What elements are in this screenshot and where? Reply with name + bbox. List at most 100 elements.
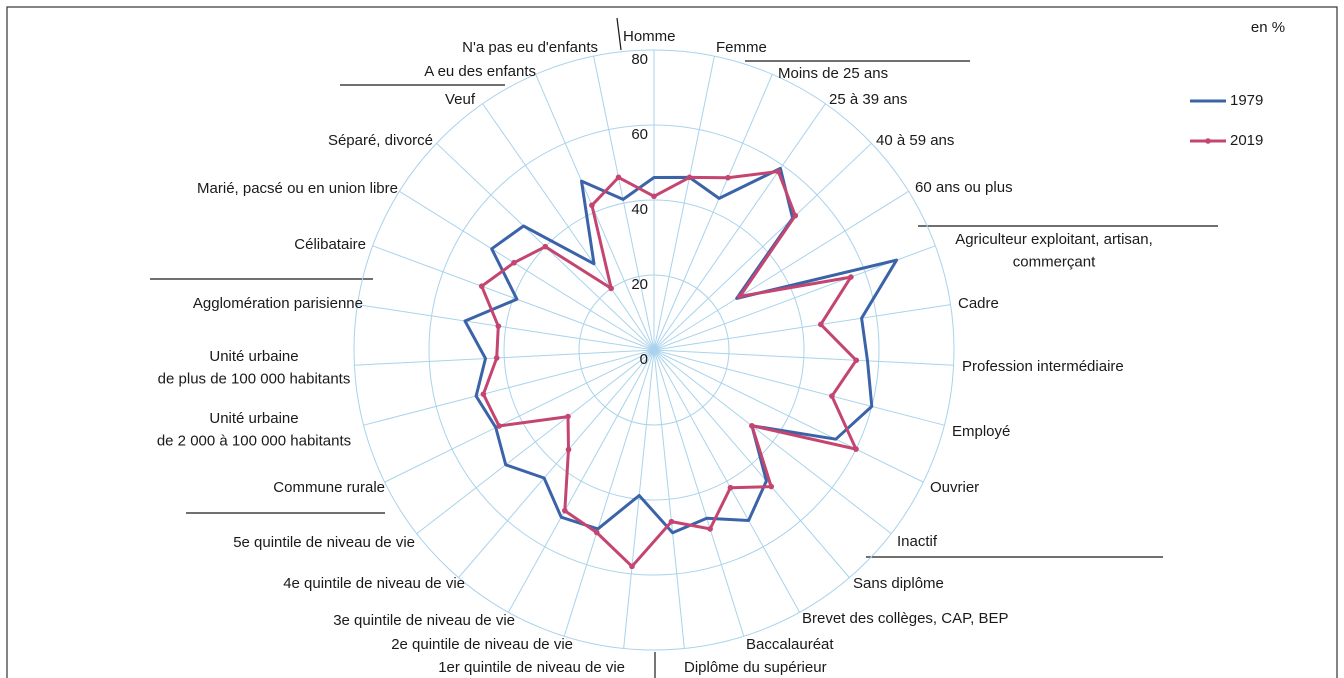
- category-label: 1er quintile de niveau de vie: [438, 659, 625, 676]
- category-label: Ouvrier: [930, 479, 979, 496]
- series-marker: [608, 285, 614, 292]
- series-marker: [749, 422, 755, 429]
- series-marker: [668, 518, 675, 525]
- category-label: Diplôme du supérieur: [684, 659, 827, 676]
- category-label: Cadre: [958, 295, 999, 312]
- category-label: Agglomération parisienne: [193, 295, 363, 312]
- series-marker: [707, 526, 713, 532]
- series-marker: [562, 507, 568, 514]
- series-marker: [651, 193, 657, 200]
- spoke: [357, 304, 655, 351]
- spoke: [653, 74, 773, 351]
- spoke: [653, 349, 745, 637]
- category-label: 3e quintile de niveau de vie: [333, 612, 515, 629]
- series-marker: [768, 483, 775, 490]
- category-label: 4e quintile de niveau de vie: [283, 575, 465, 592]
- spoke: [653, 349, 892, 535]
- r-tick-label: 20: [631, 276, 648, 293]
- category-label: Sans diplôme: [853, 575, 944, 592]
- series-marker: [478, 283, 485, 289]
- series-marker: [495, 323, 502, 329]
- spoke: [458, 349, 655, 578]
- category-label: Marié, pacsé ou en union libre: [197, 180, 398, 197]
- spoke: [399, 190, 655, 351]
- series-marker: [727, 484, 734, 491]
- series-line: [463, 166, 899, 535]
- category-label: Brevet des collèges, CAP, BEP: [802, 610, 1009, 627]
- unit-label: en %: [1251, 19, 1285, 36]
- series-marker: [848, 274, 854, 280]
- series-marker: [629, 563, 635, 570]
- series-marker: [511, 259, 517, 266]
- category-label: 40 à 59 ans: [876, 132, 954, 149]
- category-label: Homme: [623, 28, 676, 45]
- spoke: [384, 349, 655, 483]
- spoke: [593, 56, 655, 351]
- separators: [150, 17, 1218, 678]
- series-marker: [725, 174, 731, 181]
- legend-marker: [1205, 138, 1211, 144]
- spoke: [653, 349, 850, 578]
- series-marker: [775, 168, 782, 175]
- r-tick-label: 80: [631, 51, 648, 68]
- spoke: [653, 304, 951, 351]
- spoke: [482, 103, 655, 351]
- series-marker: [792, 212, 799, 219]
- series-marker: [853, 357, 860, 364]
- category-label: Séparé, divorcé: [328, 132, 433, 149]
- category-label: Unité urbaine de 2 000 à 100 000 habitant…: [157, 410, 351, 450]
- category-label: Inactif: [897, 533, 938, 550]
- spoke: [507, 349, 655, 613]
- category-label: Moins de 25 ans: [778, 65, 888, 82]
- spoke: [653, 349, 801, 613]
- spoke: [363, 349, 655, 426]
- spoke: [416, 349, 655, 535]
- category-label: 60 ans ou plus: [915, 179, 1013, 196]
- spoke: [354, 349, 655, 366]
- spoke: [653, 349, 945, 426]
- spoke: [653, 103, 826, 351]
- series-marker: [542, 243, 549, 250]
- series-marker: [615, 174, 622, 181]
- spoke: [653, 349, 685, 649]
- frame: [6, 6, 1338, 678]
- r-tick-label: 60: [631, 126, 648, 143]
- series-marker: [593, 529, 600, 536]
- category-label: Commune rurale: [273, 479, 385, 496]
- category-label: Profession intermédiaire: [962, 358, 1124, 375]
- category-label: Femme: [716, 39, 767, 56]
- series-marker: [853, 446, 859, 452]
- series-marker: [565, 413, 571, 420]
- series-marker: [737, 293, 743, 300]
- category-label: A eu des enfants: [424, 63, 536, 80]
- series-marker: [829, 393, 835, 399]
- category-label: Baccalauréat: [746, 636, 834, 653]
- category-label: N'a pas eu d'enfants: [462, 39, 598, 56]
- series-marker: [589, 202, 595, 209]
- spoke: [653, 56, 715, 351]
- category-label: Agriculteur exploitant, artisan, commerça…: [955, 231, 1153, 271]
- series-marker: [493, 355, 500, 361]
- series-marker: [565, 446, 572, 453]
- legend-label: 1979: [1230, 92, 1263, 109]
- series-marker: [686, 174, 693, 181]
- r-tick-label: 0: [640, 351, 648, 368]
- legend-label: 2019: [1230, 132, 1263, 149]
- series-marker: [496, 423, 502, 429]
- category-label: 25 à 39 ans: [829, 91, 907, 108]
- spoke: [653, 349, 924, 483]
- category-label: 2e quintile de niveau de vie: [391, 636, 573, 653]
- spoke: [653, 190, 909, 351]
- spoke: [623, 349, 655, 649]
- category-label: Unité urbaine de plus de 100 000 habitant…: [158, 348, 351, 388]
- separator: [616, 17, 622, 51]
- category-label: Employé: [952, 423, 1010, 440]
- spoke: [563, 349, 655, 637]
- spoke: [653, 142, 872, 351]
- category-label: Veuf: [445, 91, 476, 108]
- spoke: [372, 245, 655, 351]
- category-label: 5e quintile de niveau de vie: [233, 534, 415, 551]
- category-label: Célibataire: [294, 236, 366, 253]
- spoke: [653, 349, 954, 366]
